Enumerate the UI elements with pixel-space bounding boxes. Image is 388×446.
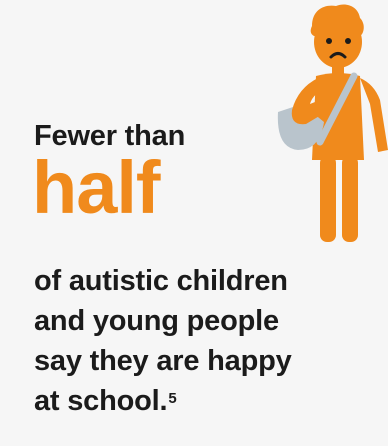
footnote-marker: 5 [168, 390, 177, 407]
sad-child-with-bag-icon [277, 4, 388, 242]
stat-lead-text: Fewer than [34, 120, 186, 152]
stat-line: and young people [34, 305, 279, 337]
stat-last-line-text: at school. [34, 385, 168, 417]
stat-description: of autistic children and young people sa… [34, 261, 292, 421]
stat-line: say they are happy [34, 345, 292, 377]
stat-last-line: at school.5 [34, 381, 292, 421]
stat-line: of autistic children [34, 265, 288, 297]
stat-highlight: half [32, 146, 161, 229]
